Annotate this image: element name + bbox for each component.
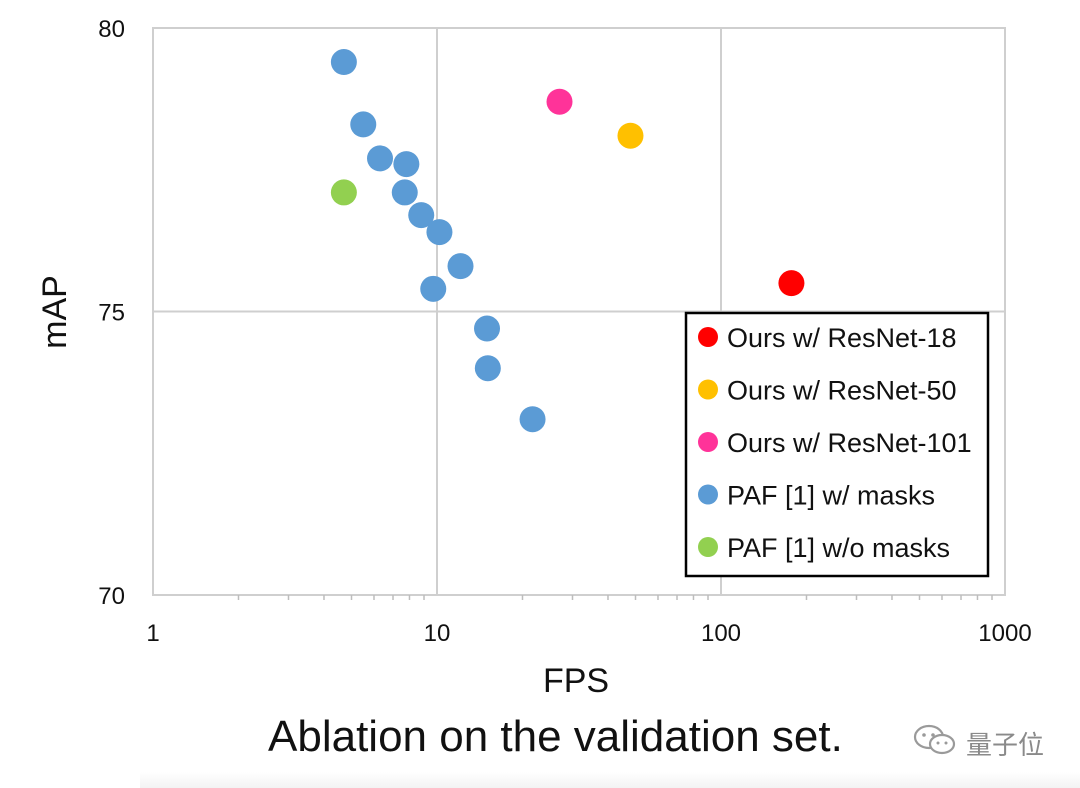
watermark: 量子位	[912, 724, 1044, 763]
data-point	[350, 111, 377, 138]
bottom-edge	[140, 772, 1080, 788]
data-point	[546, 88, 573, 115]
x-tick-label: 100	[701, 620, 741, 647]
legend: Ours w/ ResNet-18 Ours w/ ResNet-50 Ours w…	[684, 311, 990, 578]
x-tick-label: 1000	[978, 620, 1031, 647]
y-tick-labels: 70 75 80	[98, 16, 125, 610]
x-tick-label: 10	[424, 620, 451, 647]
legend-marker	[698, 432, 718, 452]
y-tick-label: 80	[98, 16, 125, 43]
x-tick-labels: 1 10 100 1000	[146, 620, 1031, 647]
data-point	[519, 406, 546, 433]
legend-label: PAF [1] w/o masks	[727, 533, 950, 563]
legend-box	[684, 311, 990, 578]
watermark-text: 量子位	[966, 731, 1045, 761]
legend-marker	[698, 537, 718, 557]
data-point	[420, 275, 447, 302]
data-point	[408, 202, 435, 229]
legend-label: Ours w/ ResNet-50	[727, 376, 957, 406]
data-point	[474, 315, 501, 342]
x-tick-label: 1	[146, 620, 159, 647]
legend-label: Ours w/ ResNet-101	[727, 428, 972, 458]
data-point	[393, 151, 420, 178]
legend-marker	[698, 379, 718, 400]
x-axis-title: FPS	[543, 662, 609, 700]
wechat-icon	[912, 724, 958, 763]
legend-marker	[698, 327, 718, 347]
data-point	[330, 179, 357, 206]
figure-caption: Ablation on the validation set.	[268, 712, 843, 761]
legend-marker	[698, 484, 718, 505]
legend-label: Ours w/ ResNet-18	[727, 323, 957, 353]
data-point	[617, 122, 644, 149]
y-axis-title: mAP	[36, 275, 74, 349]
y-tick-label: 75	[98, 300, 125, 327]
data-point	[778, 270, 805, 297]
data-points	[330, 49, 805, 433]
x-minor-ticks	[237, 595, 993, 600]
data-point	[426, 219, 453, 246]
y-tick-label: 70	[98, 583, 125, 610]
data-point	[474, 355, 501, 382]
data-point	[391, 179, 418, 206]
data-point	[447, 253, 474, 280]
data-point	[367, 145, 394, 172]
data-point	[330, 49, 357, 76]
legend-label: PAF [1] w/ masks	[727, 481, 935, 511]
